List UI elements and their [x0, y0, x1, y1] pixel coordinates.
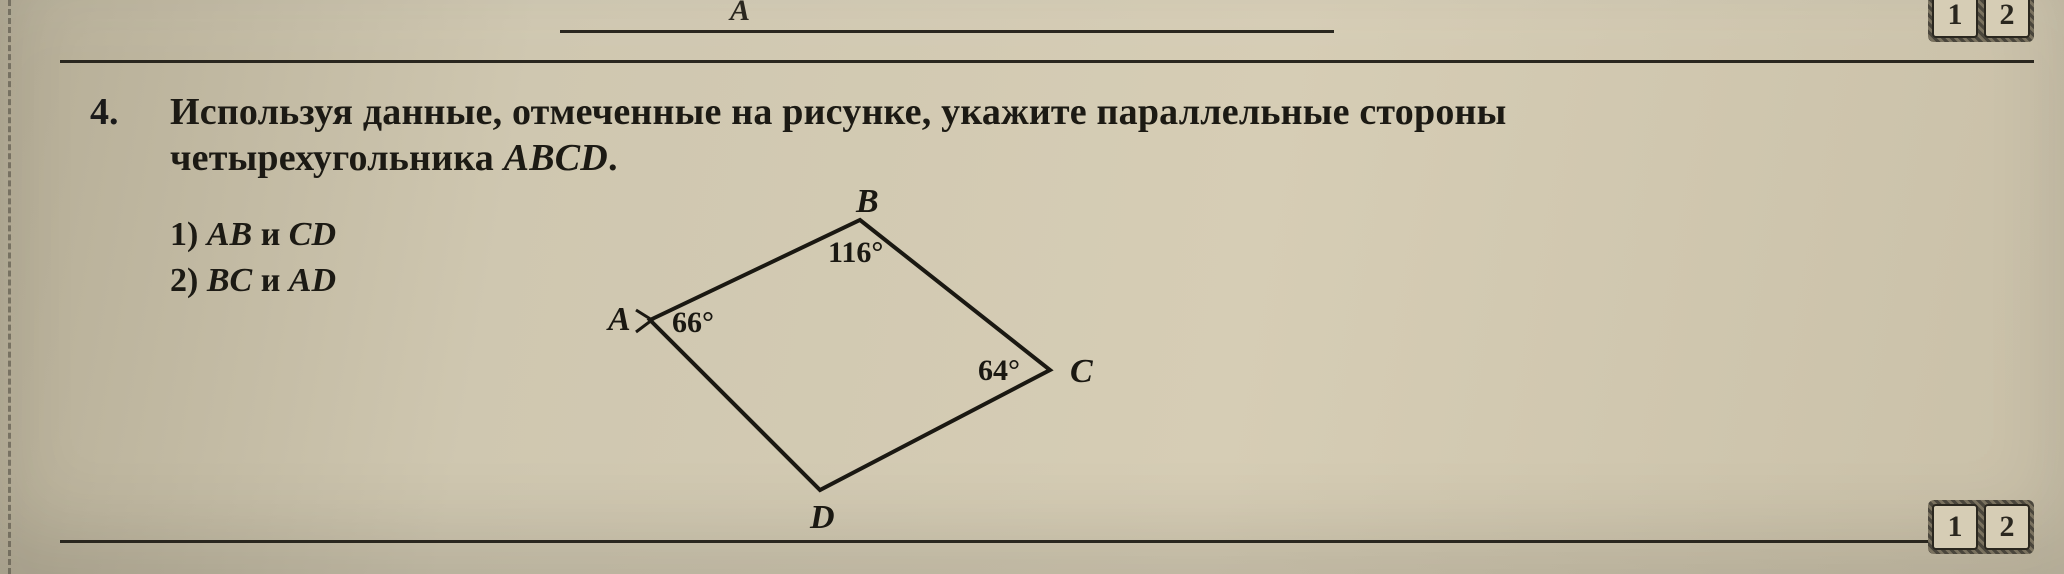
problem-number: 4. — [90, 90, 119, 134]
option-conj: и — [252, 262, 289, 299]
problem-line2-prefix: четырехугольника — [170, 137, 504, 179]
answer-cell[interactable]: 2 — [1984, 0, 2030, 38]
option-side-b: AD — [289, 262, 336, 299]
left-binding-dashes — [8, 0, 11, 574]
quadrilateral-name: ABCD — [504, 137, 608, 179]
answer-cell[interactable]: 2 — [1984, 504, 2030, 550]
problem-block: 4. Используя данные, отмеченные на рисун… — [90, 90, 2004, 181]
problem-line1: Используя данные, отмеченные на рисунке,… — [170, 91, 1507, 133]
rule-line-lower — [60, 540, 2034, 543]
diagram-svg: A B C D 66° 116° 64° — [580, 190, 1140, 530]
svg-text:66°: 66° — [672, 306, 714, 339]
option-side-a: BC — [207, 262, 252, 299]
option-number: 2) — [170, 262, 207, 299]
rule-line-top-short — [560, 30, 1334, 33]
svg-text:64°: 64° — [978, 354, 1020, 387]
option-side-a: AB — [207, 216, 252, 253]
problem-text: Используя данные, отмеченные на рисунке,… — [170, 90, 2004, 181]
svg-text:C: C — [1070, 353, 1093, 390]
answer-badge-bottom-right: 1 2 — [1928, 500, 2034, 554]
rule-line-upper — [60, 60, 2034, 63]
top-stray-letter: A — [730, 0, 750, 28]
answer-options: 1) AB и CD 2) BC и AD — [170, 212, 336, 304]
option-2: 2) BC и AD — [170, 258, 336, 304]
option-number: 1) — [170, 216, 207, 253]
option-conj: и — [252, 216, 289, 253]
svg-text:A: A — [606, 301, 631, 338]
svg-text:B: B — [855, 190, 879, 220]
page: A 1 2 4. Используя данные, отмеченные на… — [0, 0, 2064, 574]
answer-badge-top-right: 1 2 — [1928, 0, 2034, 42]
answer-cell[interactable]: 1 — [1932, 0, 1978, 38]
problem-line2-suffix: . — [608, 137, 618, 179]
svg-text:116°: 116° — [828, 236, 883, 269]
option-1: 1) AB и CD — [170, 212, 336, 258]
answer-cell[interactable]: 1 — [1932, 504, 1978, 550]
quadrilateral-diagram: A B C D 66° 116° 64° — [580, 190, 1140, 530]
option-side-b: CD — [289, 216, 336, 253]
svg-text:D: D — [809, 499, 835, 530]
